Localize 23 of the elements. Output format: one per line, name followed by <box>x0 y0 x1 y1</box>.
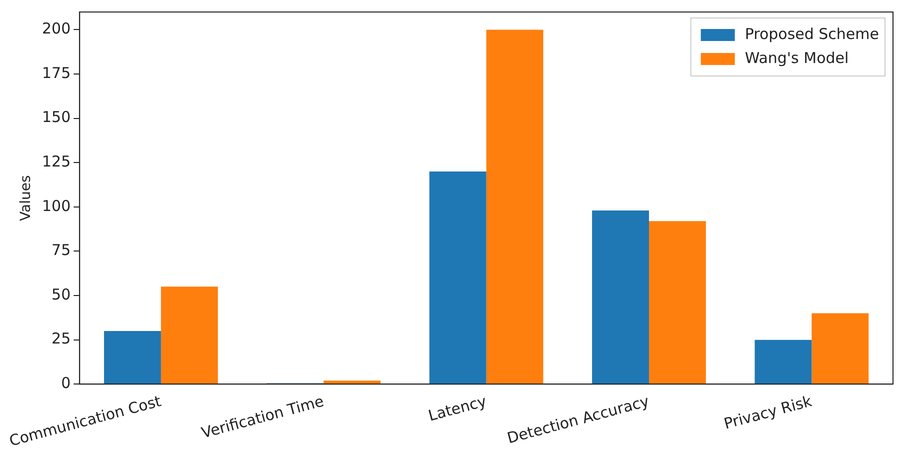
legend-label: Wang's Model <box>744 48 849 67</box>
y-tick-label: 150 <box>42 108 71 126</box>
legend-label: Proposed Scheme <box>744 24 880 43</box>
bar <box>754 340 812 384</box>
y-tick-label: 25 <box>52 330 71 348</box>
bar <box>429 171 486 384</box>
bar <box>592 210 649 384</box>
bar <box>324 380 381 384</box>
y-tick-label: 50 <box>52 285 71 304</box>
y-tick-label: 75 <box>52 241 71 260</box>
bar <box>486 30 544 384</box>
bar <box>648 221 706 384</box>
bar <box>160 286 218 384</box>
y-tick-label: 175 <box>42 64 71 82</box>
bar <box>104 330 161 384</box>
x-tick-label: Latency <box>426 392 488 425</box>
bar <box>812 313 869 384</box>
y-tick-label: 0 <box>61 374 71 392</box>
y-tick-label: 100 <box>42 196 71 215</box>
y-axis-title: Values <box>18 175 34 221</box>
y-tick-label: 125 <box>42 152 71 171</box>
x-tick-label: Privacy Risk <box>722 392 814 433</box>
y-tick-label: 200 <box>42 20 71 38</box>
